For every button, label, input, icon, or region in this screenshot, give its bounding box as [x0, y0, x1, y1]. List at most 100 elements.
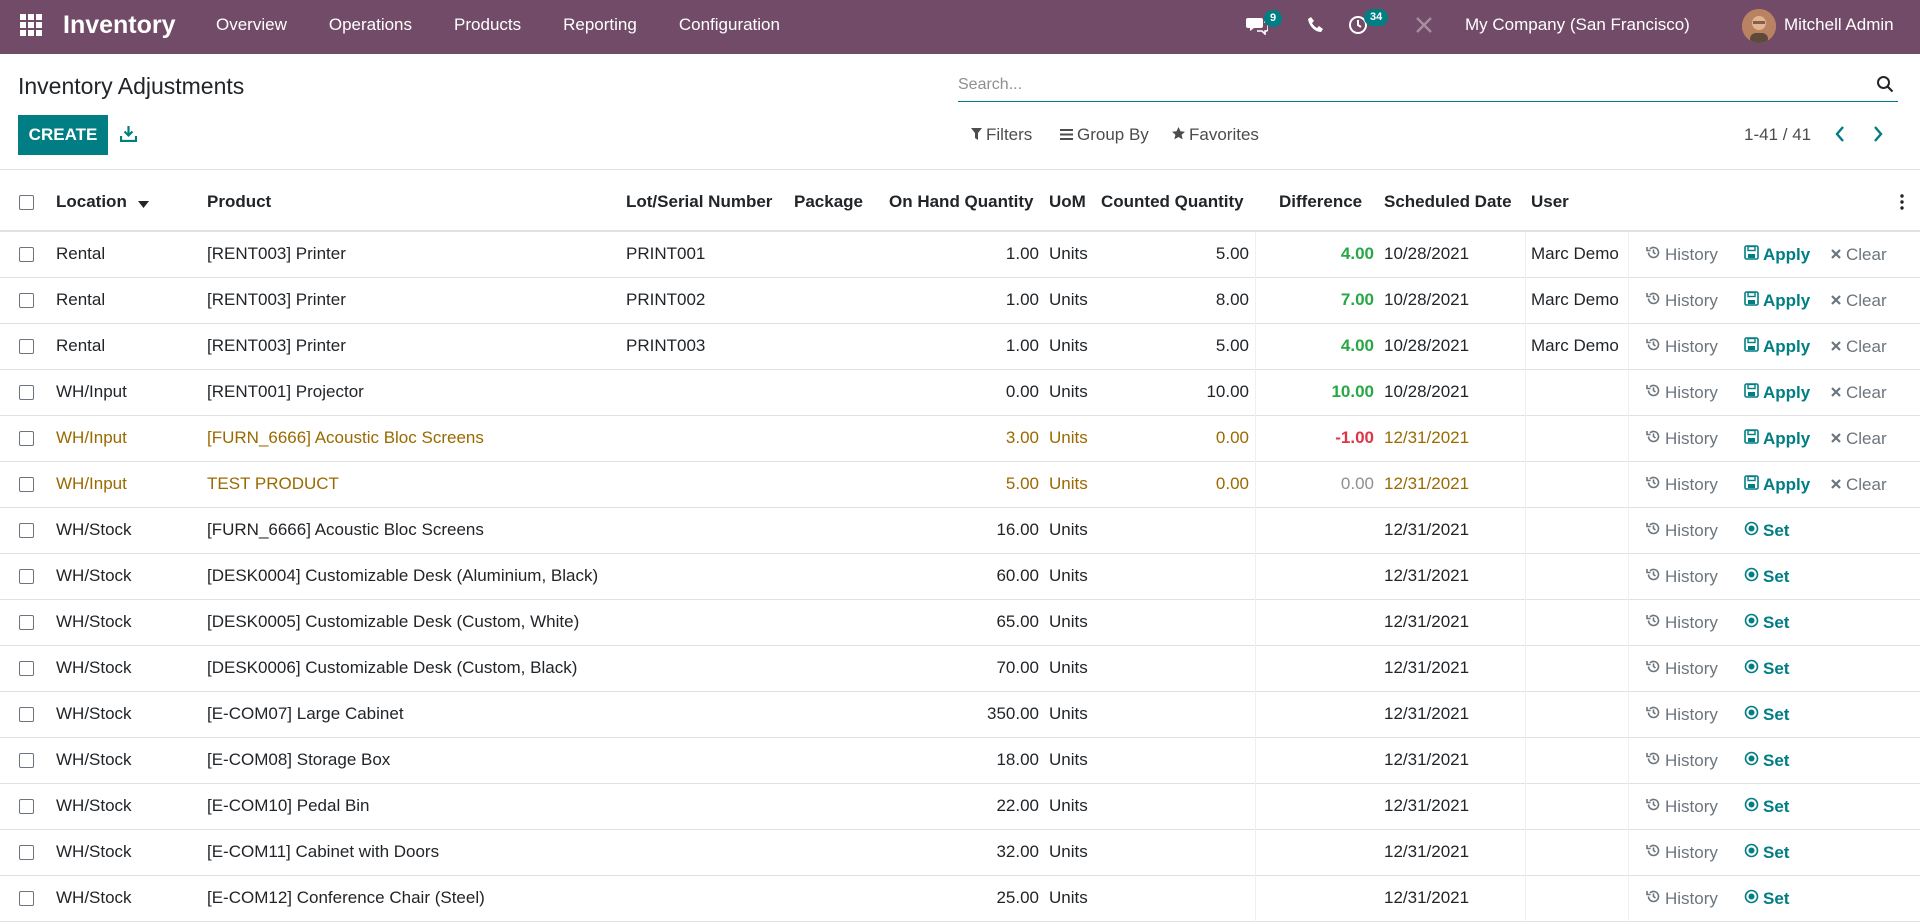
cell-product[interactable]: [FURN_6666] Acoustic Bloc Screens: [207, 428, 484, 447]
set-button[interactable]: Set: [1744, 751, 1789, 771]
apply-button[interactable]: Apply: [1744, 429, 1810, 449]
cell-product[interactable]: [E-COM11] Cabinet with Doors: [207, 842, 440, 861]
row-checkbox[interactable]: [19, 661, 34, 676]
table-row[interactable]: WH/Stock [DESK0006] Customizable Desk (Cu…: [0, 646, 1920, 692]
history-button[interactable]: History: [1646, 797, 1718, 817]
row-checkbox[interactable]: [19, 569, 34, 584]
apply-button[interactable]: Apply: [1744, 475, 1810, 495]
cell-product[interactable]: [RENT003] Printer: [207, 244, 346, 263]
pager-next-icon[interactable]: [1872, 125, 1884, 148]
filters-button[interactable]: Filters: [971, 125, 1032, 145]
column-scheduled-date[interactable]: Scheduled Date: [1384, 192, 1512, 211]
cell-product[interactable]: [RENT003] Printer: [207, 290, 346, 309]
row-checkbox[interactable]: [19, 247, 34, 262]
cell-counted[interactable]: 10.00: [1206, 382, 1249, 401]
column-uom[interactable]: UoM: [1049, 192, 1086, 211]
column-package[interactable]: Package: [794, 192, 863, 211]
cell-counted[interactable]: 8.00: [1215, 290, 1249, 309]
group-by-button[interactable]: Group By: [1060, 125, 1149, 145]
column-difference[interactable]: Difference: [1279, 192, 1363, 211]
clear-button[interactable]: Clear: [1830, 429, 1887, 449]
download-icon[interactable]: [119, 125, 138, 147]
history-button[interactable]: History: [1646, 613, 1718, 633]
create-button[interactable]: CREATE: [18, 115, 108, 155]
menu-configuration[interactable]: Configuration: [678, 15, 780, 34]
company-switcher[interactable]: My Company (San Francisco): [1465, 15, 1690, 34]
apply-button[interactable]: Apply: [1744, 245, 1810, 265]
set-button[interactable]: Set: [1744, 843, 1789, 863]
cell-counted[interactable]: 0.00: [1215, 428, 1249, 447]
clear-button[interactable]: Clear: [1830, 475, 1887, 495]
row-checkbox[interactable]: [19, 385, 34, 400]
set-button[interactable]: Set: [1744, 567, 1789, 587]
table-row[interactable]: WH/Stock [E-COM07] Large Cabinet 350.00 Uni…: [0, 692, 1920, 738]
clear-button[interactable]: Clear: [1830, 383, 1887, 403]
table-row[interactable]: Rental [RENT003] Printer PRINT003 1.00 Units…: [0, 324, 1920, 370]
history-button[interactable]: History: [1646, 521, 1718, 541]
menu-overview[interactable]: Overview: [216, 15, 287, 34]
cell-product[interactable]: [RENT001] Projector: [207, 382, 364, 401]
cell-product[interactable]: [FURN_6666] Acoustic Bloc Screens: [207, 520, 484, 539]
column-on-hand[interactable]: On Hand Quantity: [889, 192, 1034, 211]
set-button[interactable]: Set: [1744, 521, 1789, 541]
table-row[interactable]: WH/Stock [DESK0005] Customizable Desk (Cu…: [0, 600, 1920, 646]
history-button[interactable]: History: [1646, 475, 1718, 495]
clear-button[interactable]: Clear: [1830, 337, 1887, 357]
cell-product[interactable]: TEST PRODUCT: [207, 474, 339, 493]
set-button[interactable]: Set: [1744, 613, 1789, 633]
search-input[interactable]: [958, 70, 1858, 100]
pager-previous-icon[interactable]: [1834, 125, 1846, 148]
history-button[interactable]: History: [1646, 843, 1718, 863]
column-options-icon[interactable]: [1900, 194, 1904, 215]
row-checkbox[interactable]: [19, 845, 34, 860]
table-row[interactable]: WH/Stock [E-COM12] Conference Chair (Stee…: [0, 876, 1920, 922]
table-row[interactable]: WH/Stock [E-COM08] Storage Box 18.00 Units 1…: [0, 738, 1920, 784]
row-checkbox[interactable]: [19, 753, 34, 768]
cell-product[interactable]: [E-COM12] Conference Chair (Steel): [207, 888, 485, 907]
cell-counted[interactable]: 0.00: [1215, 474, 1249, 493]
set-button[interactable]: Set: [1744, 659, 1789, 679]
history-button[interactable]: History: [1646, 291, 1718, 311]
apps-grid-icon[interactable]: [20, 14, 42, 36]
row-checkbox[interactable]: [19, 615, 34, 630]
user-avatar[interactable]: [1742, 9, 1776, 43]
phone-icon[interactable]: [1307, 16, 1325, 39]
table-row[interactable]: WH/Stock [FURN_6666] Acoustic Bloc Screen…: [0, 508, 1920, 554]
menu-reporting[interactable]: Reporting: [563, 15, 637, 34]
row-checkbox[interactable]: [19, 477, 34, 492]
app-name[interactable]: Inventory: [63, 11, 176, 39]
column-product[interactable]: Product: [207, 192, 272, 211]
column-lot-serial[interactable]: Lot/Serial Number: [626, 192, 773, 211]
cell-product[interactable]: [E-COM07] Large Cabinet: [207, 704, 404, 723]
set-button[interactable]: Set: [1744, 797, 1789, 817]
history-button[interactable]: History: [1646, 245, 1718, 265]
set-button[interactable]: Set: [1744, 889, 1789, 909]
column-counted[interactable]: Counted Quantity: [1101, 192, 1244, 211]
cell-product[interactable]: [E-COM10] Pedal Bin: [207, 796, 370, 815]
table-row[interactable]: WH/Input TEST PRODUCT 5.00 Units 0.00 0.00 12/…: [0, 462, 1920, 508]
row-checkbox[interactable]: [19, 431, 34, 446]
cell-product[interactable]: [DESK0006] Customizable Desk (Custom, Bl…: [207, 658, 578, 677]
clear-button[interactable]: Clear: [1830, 291, 1887, 311]
cell-counted[interactable]: 5.00: [1215, 336, 1249, 355]
debug-tools-icon[interactable]: [1414, 15, 1434, 40]
set-button[interactable]: Set: [1744, 705, 1789, 725]
cell-counted[interactable]: 5.00: [1215, 244, 1249, 263]
history-button[interactable]: History: [1646, 337, 1718, 357]
row-checkbox[interactable]: [19, 891, 34, 906]
table-row[interactable]: WH/Stock [E-COM11] Cabinet with Doors 32.0…: [0, 830, 1920, 876]
table-row[interactable]: WH/Input [RENT001] Projector 0.00 Units 10.0…: [0, 370, 1920, 416]
apply-button[interactable]: Apply: [1744, 383, 1810, 403]
history-button[interactable]: History: [1646, 705, 1718, 725]
table-row[interactable]: WH/Stock [E-COM10] Pedal Bin 22.00 Units 12/…: [0, 784, 1920, 830]
select-all-checkbox[interactable]: [19, 195, 34, 210]
menu-operations[interactable]: Operations: [328, 15, 413, 34]
cell-product[interactable]: [RENT003] Printer: [207, 336, 346, 355]
row-checkbox[interactable]: [19, 523, 34, 538]
history-button[interactable]: History: [1646, 751, 1718, 771]
cell-product[interactable]: [DESK0005] Customizable Desk (Custom, Wh…: [207, 612, 580, 631]
user-menu[interactable]: Mitchell Admin: [1784, 15, 1894, 34]
column-user[interactable]: User: [1531, 192, 1569, 211]
apply-button[interactable]: Apply: [1744, 291, 1810, 311]
table-row[interactable]: WH/Stock [DESK0004] Customizable Desk (Al…: [0, 554, 1920, 600]
